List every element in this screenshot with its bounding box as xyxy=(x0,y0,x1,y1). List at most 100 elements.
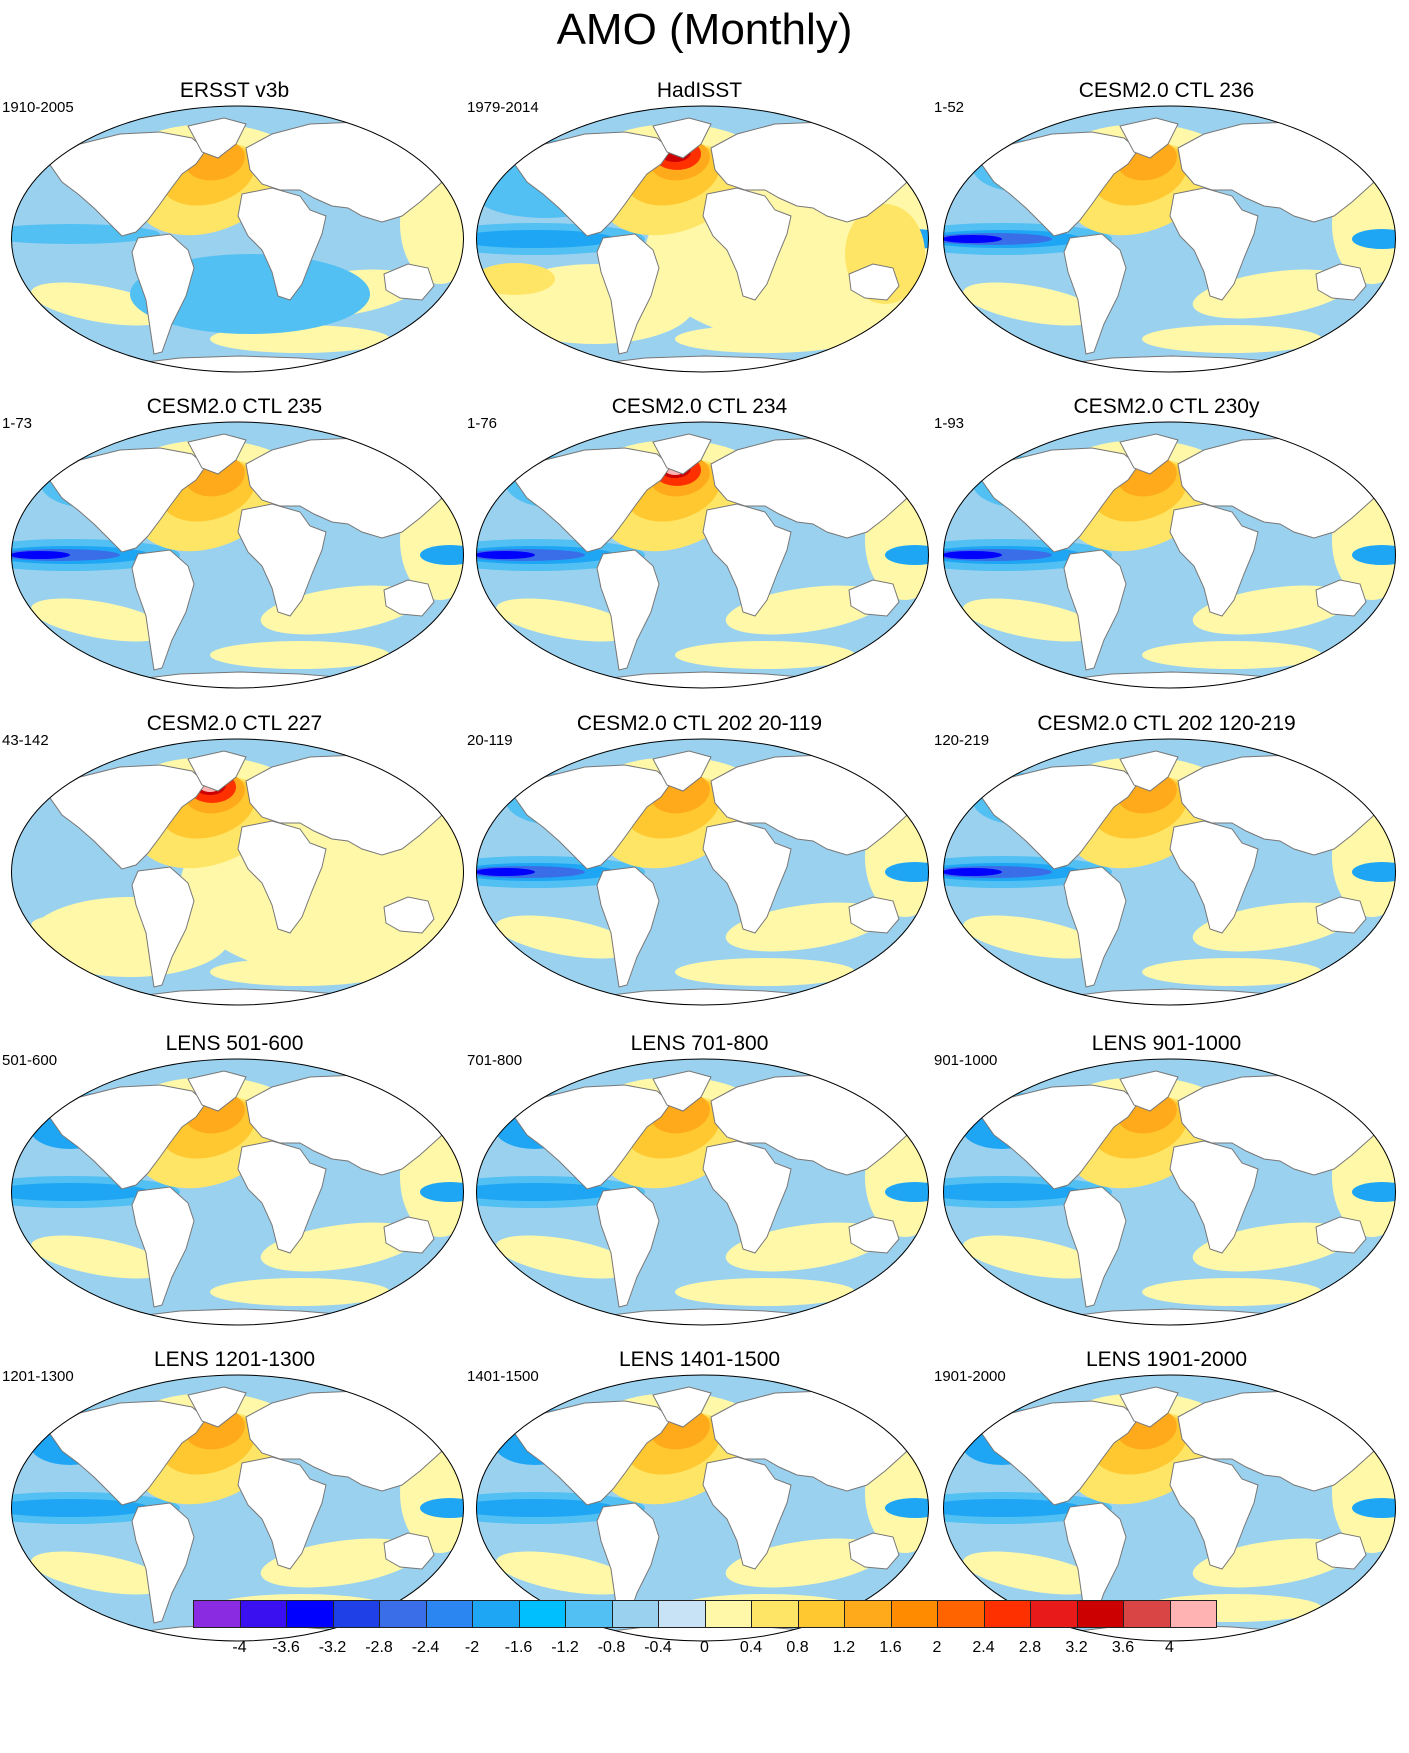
panel-title: HadISST xyxy=(656,79,743,102)
map-panel: ERSST v3b 1910-2005 xyxy=(2,77,467,377)
colorbar-swatch xyxy=(425,1600,473,1628)
colorbar-swatch xyxy=(658,1600,706,1628)
panel-title: CESM2.0 CTL 227 xyxy=(146,712,323,735)
panel-title: CESM2.0 CTL 234 xyxy=(611,395,788,418)
world-map xyxy=(943,1058,1396,1326)
colorbar-swatch xyxy=(1076,1600,1124,1628)
world-map xyxy=(476,1374,929,1642)
colorbar-tick-label: -3.2 xyxy=(318,1639,347,1656)
colorbar-tick-label: -0.4 xyxy=(644,1639,672,1656)
figure-title: AMO (Monthly) xyxy=(556,5,853,54)
world-map xyxy=(11,738,464,1006)
panel-period: 120-219 xyxy=(934,732,990,749)
panel-period: 701-800 xyxy=(467,1052,523,1069)
panel-title: CESM2.0 CTL 230y xyxy=(1073,395,1260,418)
colorbar-swatch xyxy=(797,1600,845,1628)
colorbar-swatch xyxy=(472,1600,520,1628)
panel-period: 1201-1300 xyxy=(2,1368,74,1385)
world-map xyxy=(11,105,464,373)
panel-title: CESM2.0 CTL 235 xyxy=(146,395,323,418)
colorbar-swatch xyxy=(611,1600,659,1628)
colorbar-swatch xyxy=(286,1600,334,1628)
map-panel: LENS 1201-1300 1201-1300 xyxy=(2,1346,467,1646)
colorbar-swatch xyxy=(983,1600,1031,1628)
panel-period: 1910-2005 xyxy=(2,99,74,116)
panel-title: ERSST v3b xyxy=(179,79,290,102)
colorbar-swatch xyxy=(844,1600,892,1628)
colorbar-tick-label: -4 xyxy=(232,1639,247,1656)
colorbar-tick-label: -2.8 xyxy=(365,1639,393,1656)
colorbar-tick-label: 1.2 xyxy=(832,1639,856,1656)
colorbar-tick-label: 2.8 xyxy=(1018,1639,1042,1656)
colorbar-tick-label: 2.4 xyxy=(972,1639,995,1656)
panel-period: 20-119 xyxy=(467,732,513,749)
map-panel: CESM2.0 CTL 227 43-142 xyxy=(2,710,467,1010)
world-map xyxy=(943,105,1396,373)
colorbar-swatch xyxy=(751,1600,799,1628)
colorbar-tick-label: 0 xyxy=(700,1639,709,1656)
panel-period: 501-600 xyxy=(2,1052,58,1069)
panel-title: LENS 1401-1500 xyxy=(618,1348,781,1371)
panel-title: CESM2.0 CTL 236 xyxy=(1078,79,1255,102)
panel-period: 901-1000 xyxy=(934,1052,998,1069)
map-panel: CESM2.0 CTL 235 1-73 xyxy=(2,393,467,693)
colorbar-swatch xyxy=(704,1600,752,1628)
colorbar-tick-label: -2 xyxy=(464,1639,480,1656)
panel-title: CESM2.0 CTL 202 20-119 xyxy=(576,712,823,735)
colorbar-swatch xyxy=(1169,1600,1217,1628)
colorbar-swatch xyxy=(239,1600,287,1628)
panel-period: 1-52 xyxy=(934,99,965,116)
map-panel: CESM2.0 CTL 236 1-52 xyxy=(934,77,1399,377)
world-map xyxy=(476,738,929,1006)
map-panel: CESM2.0 CTL 230y 1-93 xyxy=(934,393,1399,693)
colorbar xyxy=(193,1600,1217,1632)
colorbar-swatch xyxy=(518,1600,566,1628)
world-map xyxy=(11,1374,464,1642)
panel-period: 1901-2000 xyxy=(934,1368,1006,1385)
world-map xyxy=(476,105,929,373)
colorbar-tick-label: 0.4 xyxy=(739,1639,763,1656)
world-map xyxy=(943,1374,1396,1642)
world-map xyxy=(476,421,929,689)
colorbar-tick-label: 3.6 xyxy=(1111,1639,1135,1656)
panel-period: 1979-2014 xyxy=(467,99,539,116)
colorbar-tick-label: -1.2 xyxy=(551,1639,579,1656)
colorbar-swatch xyxy=(1123,1600,1171,1628)
world-map xyxy=(943,421,1396,689)
panel-title: LENS 901-1000 xyxy=(1091,1032,1242,1055)
colorbar-tick-label: 0.8 xyxy=(786,1639,809,1656)
colorbar-tick-label: 3.2 xyxy=(1065,1639,1088,1656)
colorbar-swatch xyxy=(193,1600,241,1628)
colorbar-swatch xyxy=(1030,1600,1078,1628)
colorbar-swatch xyxy=(565,1600,613,1628)
map-panel: LENS 1401-1500 1401-1500 xyxy=(467,1346,932,1646)
map-panel: CESM2.0 CTL 202 120-219 120-219 xyxy=(934,710,1399,1010)
panel-period: 1401-1500 xyxy=(467,1368,539,1385)
colorbar-tick-label: 4 xyxy=(1165,1639,1174,1656)
colorbar-tick-label: -1.6 xyxy=(504,1639,533,1656)
panel-title: LENS 501-600 xyxy=(165,1032,304,1055)
world-map xyxy=(476,1058,929,1326)
map-panel: HadISST 1979-2014 xyxy=(467,77,932,377)
colorbar-swatch xyxy=(332,1600,380,1628)
map-panel: CESM2.0 CTL 202 20-119 20-119 xyxy=(467,710,932,1010)
world-map xyxy=(943,738,1396,1006)
colorbar-swatch xyxy=(890,1600,938,1628)
map-panel: LENS 501-600 501-600 xyxy=(2,1030,467,1330)
map-panel: LENS 1901-2000 1901-2000 xyxy=(934,1346,1399,1646)
map-panel: CESM2.0 CTL 234 1-76 xyxy=(467,393,932,693)
colorbar-tick-label: -2.4 xyxy=(411,1639,440,1656)
panel-period: 1-76 xyxy=(467,415,498,432)
panel-title: LENS 1901-2000 xyxy=(1085,1348,1248,1371)
map-panel: LENS 701-800 701-800 xyxy=(467,1030,932,1330)
map-panel: LENS 901-1000 901-1000 xyxy=(934,1030,1399,1330)
colorbar-tick-label: 2 xyxy=(932,1639,942,1656)
colorbar-tick-label: -0.8 xyxy=(597,1639,626,1656)
panel-period: 1-73 xyxy=(2,415,33,432)
colorbar-swatch xyxy=(379,1600,427,1628)
colorbar-tick-label: 1.6 xyxy=(879,1639,902,1656)
panel-period: 1-93 xyxy=(934,415,965,432)
panel-title: CESM2.0 CTL 202 120-219 xyxy=(1037,712,1296,735)
colorbar-swatch xyxy=(937,1600,985,1628)
world-map xyxy=(11,1058,464,1326)
